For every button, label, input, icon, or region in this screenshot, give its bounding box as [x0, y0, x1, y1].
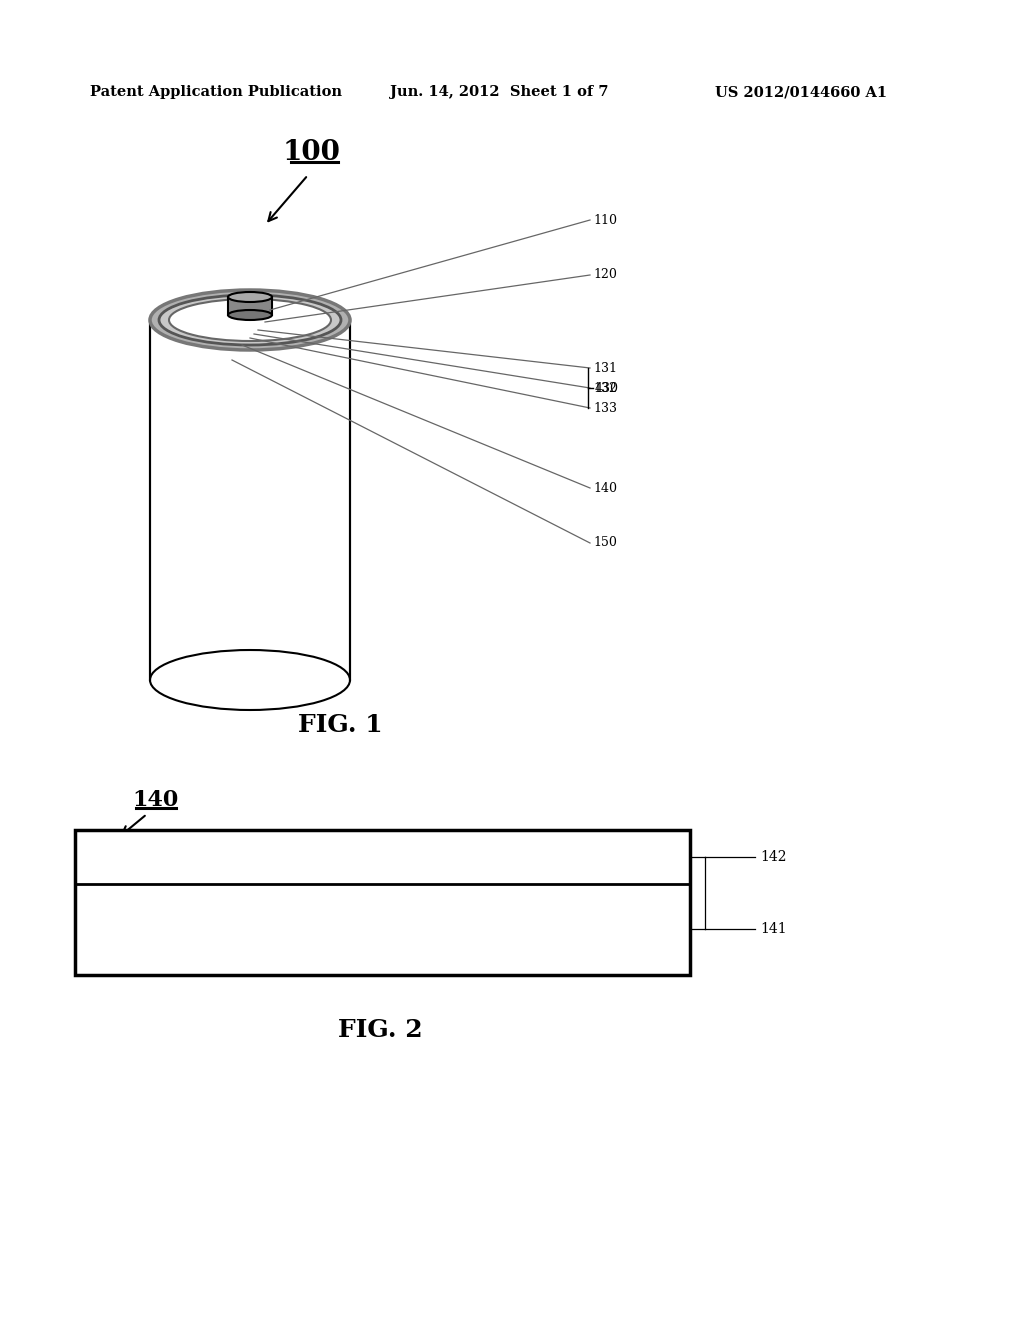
- Text: 133: 133: [593, 401, 617, 414]
- Text: 142: 142: [760, 850, 786, 863]
- Text: 120: 120: [593, 268, 616, 281]
- Text: US 2012/0144660 A1: US 2012/0144660 A1: [715, 84, 887, 99]
- Text: 430: 430: [595, 381, 618, 395]
- Polygon shape: [150, 319, 350, 680]
- Text: Patent Application Publication: Patent Application Publication: [90, 84, 342, 99]
- Text: Jun. 14, 2012  Sheet 1 of 7: Jun. 14, 2012 Sheet 1 of 7: [390, 84, 608, 99]
- Text: 132: 132: [593, 381, 616, 395]
- Text: FIG. 1: FIG. 1: [298, 713, 382, 737]
- Text: 141: 141: [760, 921, 786, 936]
- Text: 150: 150: [593, 536, 616, 549]
- Ellipse shape: [150, 649, 350, 710]
- Text: 110: 110: [593, 214, 617, 227]
- Text: FIG. 2: FIG. 2: [338, 1018, 422, 1041]
- Ellipse shape: [150, 290, 350, 350]
- Ellipse shape: [169, 300, 331, 341]
- Text: 100: 100: [283, 140, 341, 166]
- Text: 131: 131: [593, 362, 617, 375]
- Ellipse shape: [228, 310, 272, 319]
- Ellipse shape: [159, 294, 341, 345]
- Text: 140: 140: [593, 482, 617, 495]
- Polygon shape: [75, 830, 690, 975]
- Ellipse shape: [228, 292, 272, 302]
- Text: 140: 140: [132, 789, 178, 810]
- Polygon shape: [228, 297, 272, 315]
